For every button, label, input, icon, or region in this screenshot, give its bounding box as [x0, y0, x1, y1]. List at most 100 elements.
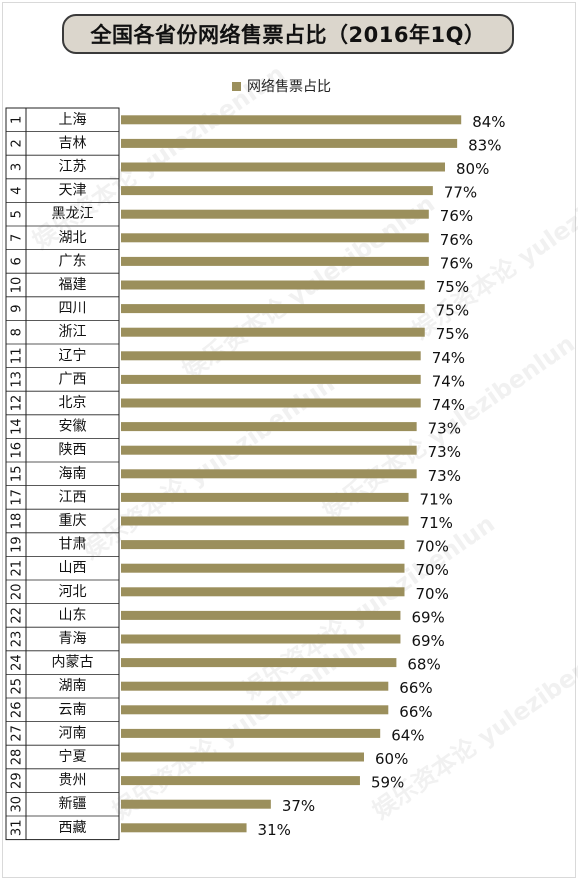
category-label: 陕西: [59, 442, 87, 458]
rank-label: 27: [10, 725, 25, 742]
category-label: 辽宁: [59, 347, 87, 364]
category-label: 江西: [59, 489, 87, 505]
data-label: 74%: [432, 372, 465, 390]
rank-label: 22: [10, 607, 25, 624]
bar: [121, 705, 389, 715]
data-label: 73%: [428, 467, 461, 485]
data-label: 60%: [375, 750, 408, 768]
rank-label: 4: [10, 186, 25, 194]
rank-label: 18: [10, 513, 25, 530]
data-label: 70%: [416, 538, 449, 556]
category-label: 黑龙江: [52, 206, 94, 222]
bar: [121, 186, 433, 196]
category-label: 广东: [59, 253, 87, 269]
data-label: 76%: [440, 254, 473, 272]
data-label: 77%: [444, 184, 477, 202]
category-label: 西藏: [59, 820, 87, 836]
rank-label: 31: [10, 820, 25, 837]
data-label: 75%: [436, 325, 469, 343]
rank-label: 15: [10, 466, 25, 483]
data-label: 69%: [411, 632, 444, 650]
category-label: 江苏: [59, 159, 87, 175]
data-label: 74%: [432, 396, 465, 414]
data-label: 75%: [436, 278, 469, 296]
data-label: 71%: [420, 490, 453, 508]
bar: [121, 587, 405, 597]
category-label: 重庆: [59, 513, 87, 529]
bar: [121, 563, 405, 573]
bar: [121, 162, 445, 172]
category-label: 新疆: [59, 796, 87, 812]
bar: [121, 681, 389, 691]
data-label: 74%: [432, 349, 465, 367]
category-label: 安徽: [59, 419, 87, 435]
data-label: 37%: [282, 797, 315, 815]
bar: [121, 728, 381, 738]
bar: [121, 610, 401, 620]
rank-label: 13: [10, 371, 25, 388]
bar: [121, 280, 425, 290]
data-label: 69%: [411, 608, 444, 626]
bar: [121, 351, 421, 361]
category-label: 海南: [59, 466, 87, 482]
data-label: 64%: [391, 726, 424, 744]
rank-label: 11: [10, 348, 25, 365]
chart-title: 全国各省份网络售票占比（2016年1Q）: [62, 14, 514, 54]
category-label: 广西: [59, 371, 87, 387]
category-label: 贵州: [59, 773, 87, 789]
bar: [121, 823, 247, 833]
bar: [121, 799, 271, 809]
category-label: 湖南: [59, 678, 87, 694]
category-label: 四川: [59, 301, 87, 317]
rank-label: 3: [10, 163, 25, 171]
rank-label: 14: [10, 418, 25, 435]
rank-label: 25: [10, 678, 25, 695]
bar: [121, 398, 421, 408]
category-label: 河南: [59, 725, 87, 741]
bar: [121, 327, 425, 337]
category-label: 山西: [59, 560, 87, 576]
data-label: 73%: [428, 420, 461, 438]
bar: [121, 256, 429, 266]
rank-label: 8: [10, 328, 25, 336]
data-label: 84%: [472, 113, 505, 131]
rank-label: 2: [10, 139, 25, 147]
bar: [121, 776, 360, 786]
rank-label: 9: [10, 304, 25, 312]
data-label: 83%: [468, 136, 501, 154]
rank-label: 30: [10, 796, 25, 813]
rank-label: 29: [10, 772, 25, 789]
rank-label: 26: [10, 702, 25, 719]
watermark-text: 娱乐资本论 yulezibenlun: [237, 509, 499, 704]
category-label: 内蒙古: [52, 655, 94, 671]
category-label: 甘肃: [59, 537, 87, 553]
bar: [121, 469, 417, 479]
rank-label: 23: [10, 631, 25, 648]
bar: [121, 233, 429, 243]
data-label: 76%: [440, 231, 473, 249]
bar: [121, 540, 405, 550]
data-label: 76%: [440, 207, 473, 225]
legend-label: 网络售票占比: [247, 79, 331, 95]
bar: [121, 138, 458, 148]
rank-label: 24: [10, 654, 25, 671]
rank-label: 1: [10, 116, 25, 124]
data-label: 68%: [407, 656, 440, 674]
bar: [121, 115, 462, 125]
category-label: 天津: [59, 183, 87, 199]
bar: [121, 492, 409, 502]
rank-label: 19: [10, 536, 25, 553]
bar: [121, 516, 409, 526]
data-label: 80%: [456, 160, 489, 178]
table-frame: [5, 107, 120, 841]
data-label: 71%: [420, 514, 453, 532]
category-label: 浙江: [59, 324, 87, 340]
bar: [121, 422, 417, 432]
category-label: 青海: [59, 631, 87, 647]
bar: [121, 445, 417, 455]
rank-label: 16: [10, 442, 25, 459]
data-label: 66%: [399, 679, 432, 697]
bar: [121, 304, 425, 314]
category-label: 湖北: [59, 230, 87, 246]
